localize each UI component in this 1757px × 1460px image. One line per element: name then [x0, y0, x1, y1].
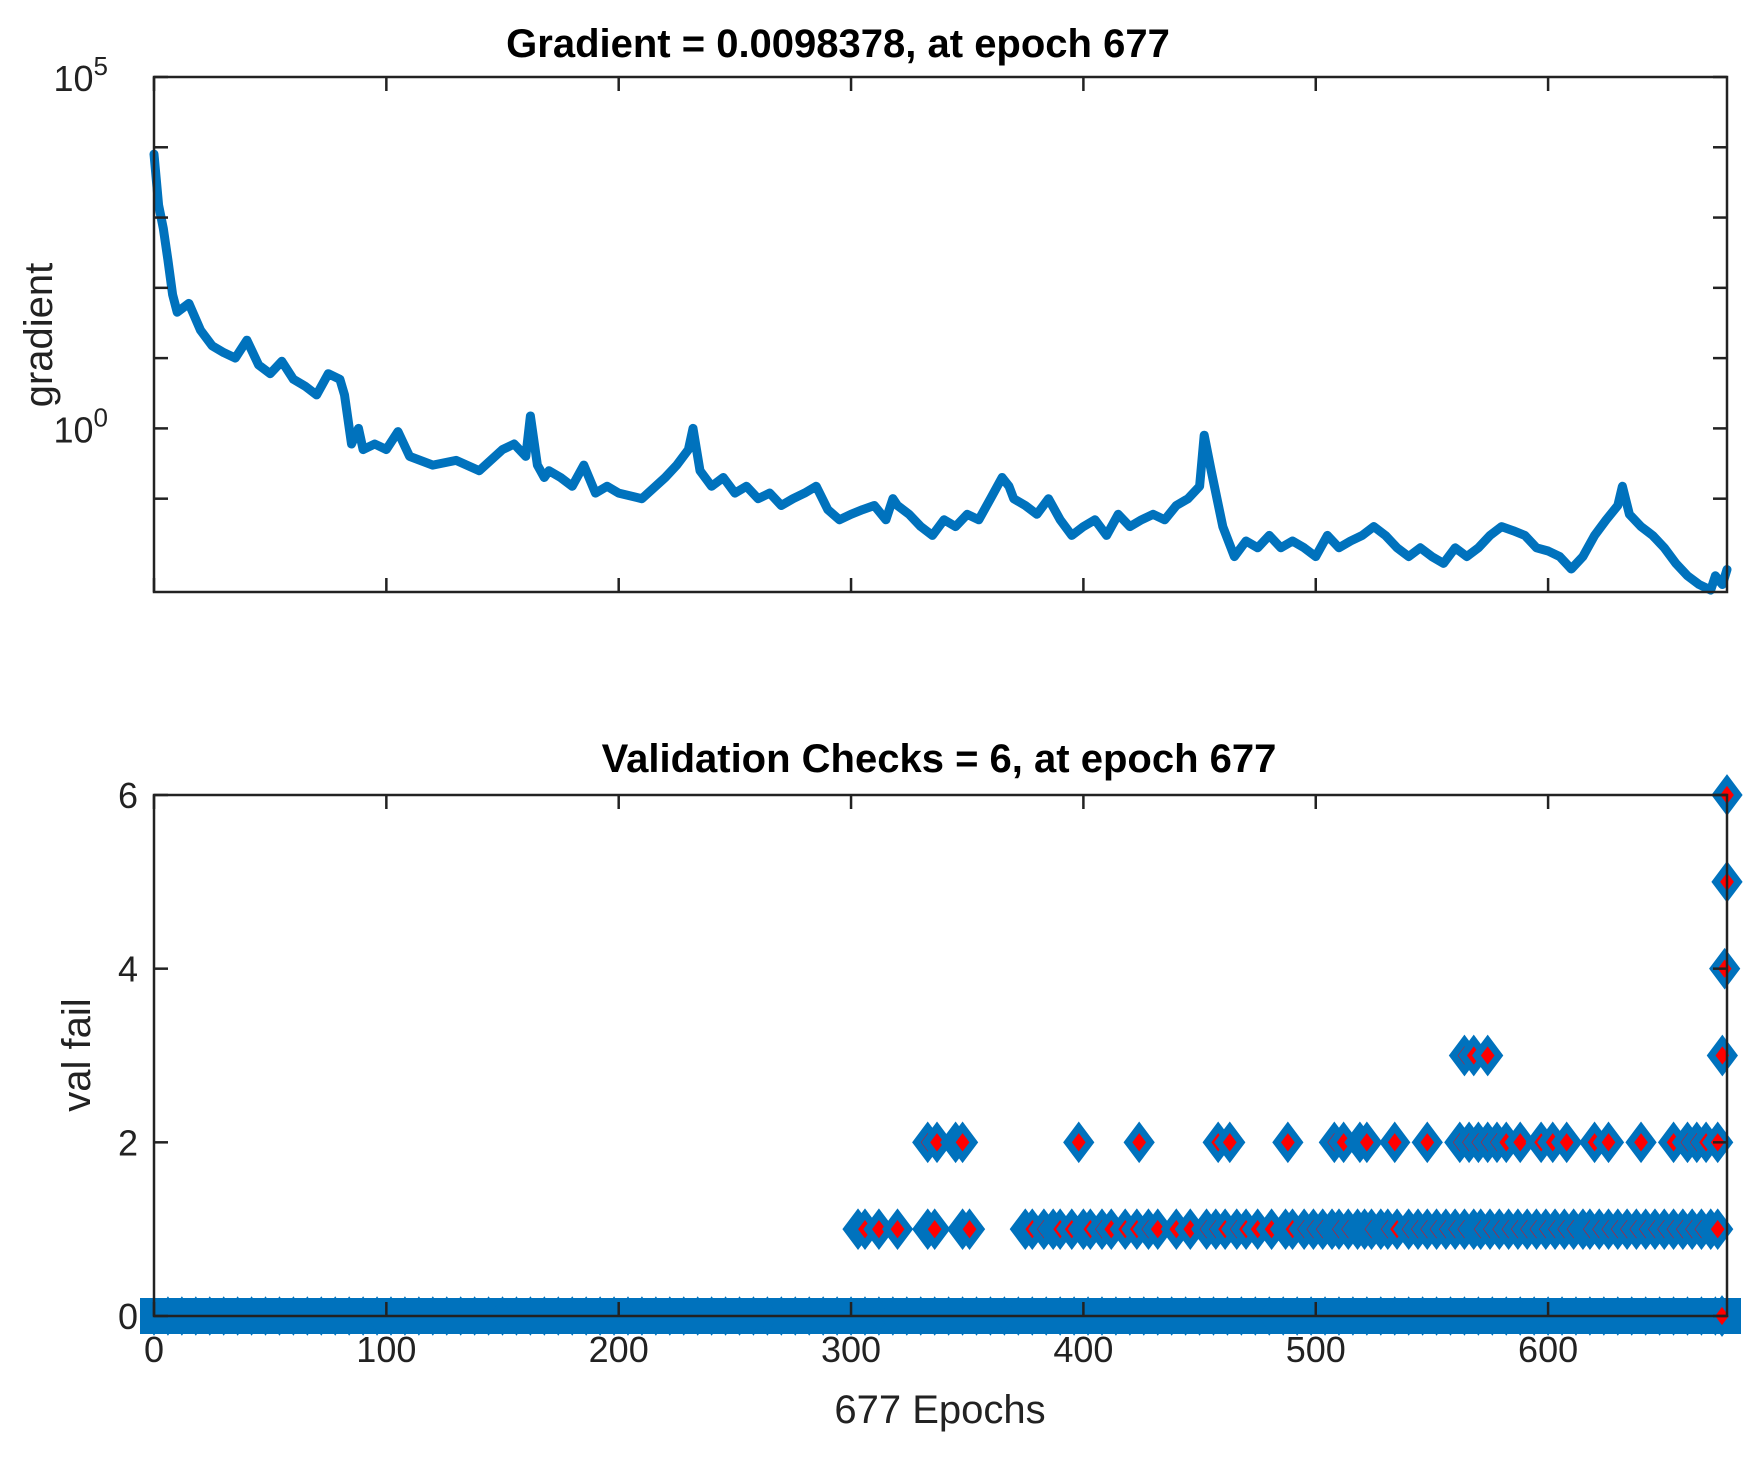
- val-fail-point: [946, 1121, 979, 1164]
- validation-y-tick-labels: 0 2 4 6: [118, 775, 138, 1337]
- val-fail-point: [1551, 1121, 1583, 1164]
- val-fail-point: [1504, 1121, 1536, 1164]
- gradient-y-axis-label: gradient: [17, 263, 61, 408]
- validation-y-tick-label: 4: [118, 949, 138, 990]
- val-fail-point: [1063, 1121, 1095, 1164]
- validation-plot-area: [140, 774, 1743, 1337]
- validation-y-tick-label: 0: [118, 1296, 138, 1337]
- validation-panel: Validation Checks = 6, at epoch 677 0 2 4 6…: [55, 737, 1743, 1432]
- gradient-y-tick-label: 100: [53, 402, 108, 450]
- validation-x-tick-label: 500: [1286, 1329, 1346, 1370]
- gradient-y-tick-label: 105: [53, 51, 108, 99]
- gradient-panel: Gradient = 0.0098378, at epoch 677 10010…: [17, 22, 1732, 595]
- val-fail-point: [919, 1208, 951, 1251]
- val-fail-point: [1472, 1034, 1504, 1077]
- val-fail-point: [881, 1208, 914, 1251]
- validation-y-tick-label: 6: [118, 775, 138, 816]
- val-fail-point: [1411, 1121, 1443, 1164]
- validation-y-tick-label: 2: [118, 1122, 138, 1163]
- validation-axes-box: [152, 793, 1729, 1318]
- val-fail-point: [1592, 1121, 1625, 1164]
- validation-x-tick-label: 300: [821, 1329, 881, 1370]
- gradient-line: [149, 149, 1732, 595]
- validation-x-tick-label: 100: [356, 1329, 416, 1370]
- gradient-plot-area: [149, 149, 1732, 595]
- val-fail-point: [1214, 1121, 1246, 1164]
- val-fail-point: [1625, 1121, 1657, 1164]
- validation-x-tick-label: 400: [1053, 1329, 1113, 1370]
- gradient-chart-title: Gradient = 0.0098378, at epoch 677: [506, 22, 1170, 66]
- validation-chart-title: Validation Checks = 6, at epoch 677: [602, 737, 1277, 781]
- val-fail-point: [1702, 1208, 1734, 1251]
- val-fail-point: [1379, 1121, 1411, 1164]
- validation-x-tick-labels: 0 100 200 300 400 500 600: [144, 1329, 1578, 1370]
- val-fail-point: [1351, 1121, 1383, 1164]
- gradient-axes-box: [152, 75, 1729, 594]
- gradient-y-tick-labels: 100 105: [53, 51, 108, 450]
- val-fail-point: [953, 1208, 986, 1251]
- val-fail-point: [1706, 1034, 1738, 1077]
- validation-ticks: [152, 793, 1727, 1318]
- val-fail-point: [1123, 1121, 1155, 1164]
- validation-y-axis-label: val fail: [55, 998, 99, 1111]
- validation-x-axis-label: 677 Epochs: [834, 1388, 1045, 1432]
- val-fail-point: [1272, 1121, 1304, 1164]
- validation-x-tick-label: 0: [144, 1329, 164, 1370]
- validation-x-tick-label: 200: [589, 1329, 649, 1370]
- validation-x-tick-label: 600: [1518, 1329, 1578, 1370]
- gradient-ticks: [152, 75, 1727, 592]
